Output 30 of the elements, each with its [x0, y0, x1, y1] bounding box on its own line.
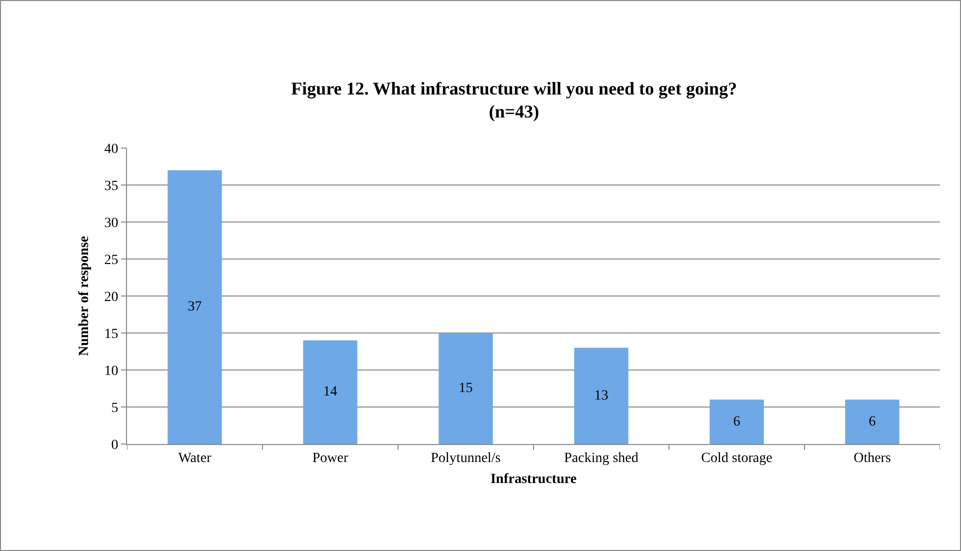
data-label: 15: [458, 381, 473, 396]
x-tick-label: Packing shed: [564, 450, 638, 466]
y-tick-label: 20: [104, 290, 118, 305]
x-tick-label: Others: [854, 450, 891, 466]
data-label: 14: [323, 384, 338, 400]
x-tick-label: Water: [178, 450, 212, 466]
bar: [710, 400, 764, 444]
chart-title: Figure 12. What infrastructure will you need to get going? (n=43): [291, 78, 738, 122]
x-tick-label: Polytunnel/s: [430, 450, 501, 466]
y-tick-label: 35: [104, 178, 118, 194]
y-tick-label: 15: [104, 326, 118, 342]
bar: [303, 340, 358, 444]
bar: [438, 333, 493, 444]
y-tick-label: 0: [111, 438, 118, 453]
y-tick-label: 40: [104, 142, 118, 157]
y-tick-label: 30: [104, 216, 118, 231]
data-label: 6: [868, 414, 876, 430]
y-tick-label: 10: [104, 364, 118, 379]
y-tick-label: 5: [111, 400, 118, 416]
y-tick-label: 25: [104, 252, 118, 268]
bar: [574, 348, 628, 444]
x-tick-label: Power: [312, 450, 348, 466]
bar: [845, 400, 900, 444]
bar: [168, 170, 222, 444]
data-label: 13: [594, 388, 608, 404]
data-label: 37: [188, 300, 202, 315]
data-label: 6: [733, 414, 740, 430]
x-axis-title: Infrastructure: [490, 472, 577, 488]
y-axis-title: Number of response: [76, 236, 92, 356]
x-tick-label: Cold storage: [701, 450, 772, 466]
